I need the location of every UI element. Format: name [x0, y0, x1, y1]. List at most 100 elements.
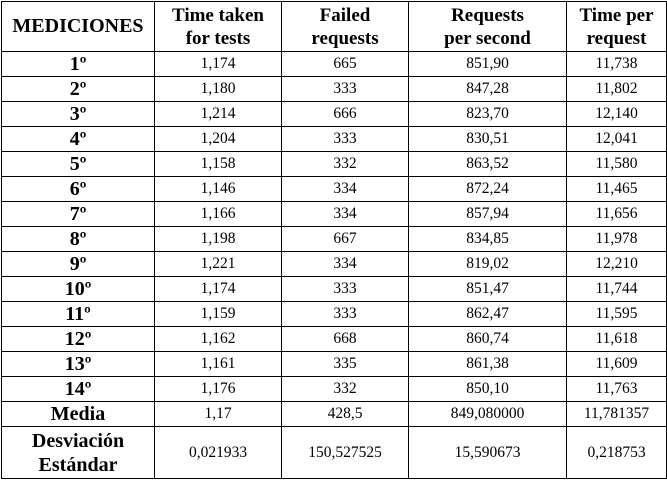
time-taken-cell: 1,174: [154, 276, 282, 302]
time-per-request-cell: 11,595: [566, 301, 667, 327]
requests-per-second-cell: 850,10: [408, 376, 567, 402]
row-label: 1º: [1, 51, 155, 77]
table-row: 8º 1,198 667 834,85 11,978: [1, 226, 667, 252]
desviacion-label: Desviación Estándar: [1, 426, 155, 479]
table-row: 13º 1,161 335 861,38 11,609: [1, 351, 667, 377]
time-taken-cell: 1,158: [154, 151, 282, 177]
header-time-taken: Time taken for tests: [154, 1, 282, 52]
row-label: 12º: [1, 326, 155, 352]
row-label: 2º: [1, 76, 155, 102]
table-row: 14º 1,176 332 850,10 11,763: [1, 376, 667, 402]
time-taken-cell: 1,204: [154, 126, 282, 152]
failed-requests-cell: 335: [281, 351, 409, 377]
table-body: 1º 1,174 665 851,90 11,738 2º 1,180 333 847,28 11…: [1, 51, 667, 402]
row-label: 4º: [1, 126, 155, 152]
row-label: 7º: [1, 201, 155, 227]
time-per-request-cell: 11,609: [566, 351, 667, 377]
requests-per-second-cell: 872,24: [408, 176, 567, 202]
failed-requests-cell: 333: [281, 276, 409, 302]
failed-requests-cell: 667: [281, 226, 409, 252]
row-label: 3º: [1, 101, 155, 127]
table-row: 12º 1,162 668 860,74 11,618: [1, 326, 667, 352]
header-time-taken-line-2: for tests: [185, 27, 251, 49]
failed-requests-cell: 333: [281, 126, 409, 152]
failed-requests-cell: 668: [281, 326, 409, 352]
header-time-taken-line-1: Time taken: [171, 4, 264, 26]
table-row: 5º 1,158 332 863,52 11,580: [1, 151, 667, 177]
desviacion-row: Desviación Estándar 0,021933 150,527525 …: [1, 426, 667, 479]
requests-per-second-cell: 819,02: [408, 251, 567, 277]
table-row: 4º 1,204 333 830,51 12,041: [1, 126, 667, 152]
table-row: 2º 1,180 333 847,28 11,802: [1, 76, 667, 102]
requests-per-second-cell: 863,52: [408, 151, 567, 177]
header-failed-requests: Failed requests: [281, 1, 409, 52]
failed-requests-cell: 334: [281, 201, 409, 227]
failed-requests-cell: 333: [281, 301, 409, 327]
media-time: 1,17: [154, 401, 282, 427]
header-rps-line-1: Requests: [451, 4, 524, 26]
header-time-per-request: Time per request: [566, 1, 667, 52]
row-label: 5º: [1, 151, 155, 177]
media-failed: 428,5: [281, 401, 409, 427]
requests-per-second-cell: 862,47: [408, 301, 567, 327]
desviacion-rps: 15,590673: [408, 426, 567, 479]
time-per-request-cell: 11,465: [566, 176, 667, 202]
time-taken-cell: 1,162: [154, 326, 282, 352]
time-taken-cell: 1,214: [154, 101, 282, 127]
time-per-request-cell: 11,738: [566, 51, 667, 77]
row-label: 6º: [1, 176, 155, 202]
time-per-request-cell: 11,978: [566, 226, 667, 252]
time-per-request-cell: 11,763: [566, 376, 667, 402]
table-row: 9º 1,221 334 819,02 12,210: [1, 251, 667, 277]
failed-requests-cell: 332: [281, 151, 409, 177]
table-row: 10º 1,174 333 851,47 11,744: [1, 276, 667, 302]
failed-requests-cell: 334: [281, 176, 409, 202]
requests-per-second-cell: 860,74: [408, 326, 567, 352]
table-row: 1º 1,174 665 851,90 11,738: [1, 51, 667, 77]
failed-requests-cell: 334: [281, 251, 409, 277]
row-label: 10º: [1, 276, 155, 302]
time-per-request-cell: 11,656: [566, 201, 667, 227]
time-per-request-cell: 11,802: [566, 76, 667, 102]
header-tpr-line-1: Time per: [579, 4, 654, 26]
time-per-request-cell: 12,041: [566, 126, 667, 152]
requests-per-second-cell: 857,94: [408, 201, 567, 227]
requests-per-second-cell: 830,51: [408, 126, 567, 152]
media-tpr: 11,781357: [566, 401, 667, 427]
time-taken-cell: 1,198: [154, 226, 282, 252]
table-row: 6º 1,146 334 872,24 11,465: [1, 176, 667, 202]
time-per-request-cell: 12,140: [566, 101, 667, 127]
table-row: 11º 1,159 333 862,47 11,595: [1, 301, 667, 327]
time-taken-cell: 1,174: [154, 51, 282, 77]
time-per-request-cell: 11,618: [566, 326, 667, 352]
time-taken-cell: 1,159: [154, 301, 282, 327]
row-label: 13º: [1, 351, 155, 377]
time-per-request-cell: 11,744: [566, 276, 667, 302]
header-rps-line-2: per second: [444, 27, 531, 49]
media-label: Media: [1, 401, 155, 427]
header-requests-per-second: Requests per second: [408, 1, 567, 52]
header-mediciones: MEDICIONES: [1, 1, 155, 52]
requests-per-second-cell: 861,38: [408, 351, 567, 377]
failed-requests-cell: 665: [281, 51, 409, 77]
time-per-request-cell: 12,210: [566, 251, 667, 277]
requests-per-second-cell: 823,70: [408, 101, 567, 127]
time-taken-cell: 1,221: [154, 251, 282, 277]
table-row: 7º 1,166 334 857,94 11,656: [1, 201, 667, 227]
header-tpr-line-2: request: [586, 27, 647, 49]
failed-requests-cell: 666: [281, 101, 409, 127]
failed-requests-cell: 333: [281, 76, 409, 102]
header-failed-line-2: requests: [311, 27, 379, 49]
time-taken-cell: 1,166: [154, 201, 282, 227]
header-row: MEDICIONES Time taken for tests Failed r…: [1, 1, 667, 52]
requests-per-second-cell: 847,28: [408, 76, 567, 102]
desviacion-tpr: 0,218753: [566, 426, 667, 479]
requests-per-second-cell: 851,90: [408, 51, 567, 77]
header-failed-line-1: Failed: [319, 4, 371, 26]
table-row: 3º 1,214 666 823,70 12,140: [1, 101, 667, 127]
time-taken-cell: 1,176: [154, 376, 282, 402]
row-label: 11º: [1, 301, 155, 327]
requests-per-second-cell: 834,85: [408, 226, 567, 252]
desviacion-time: 0,021933: [154, 426, 282, 479]
